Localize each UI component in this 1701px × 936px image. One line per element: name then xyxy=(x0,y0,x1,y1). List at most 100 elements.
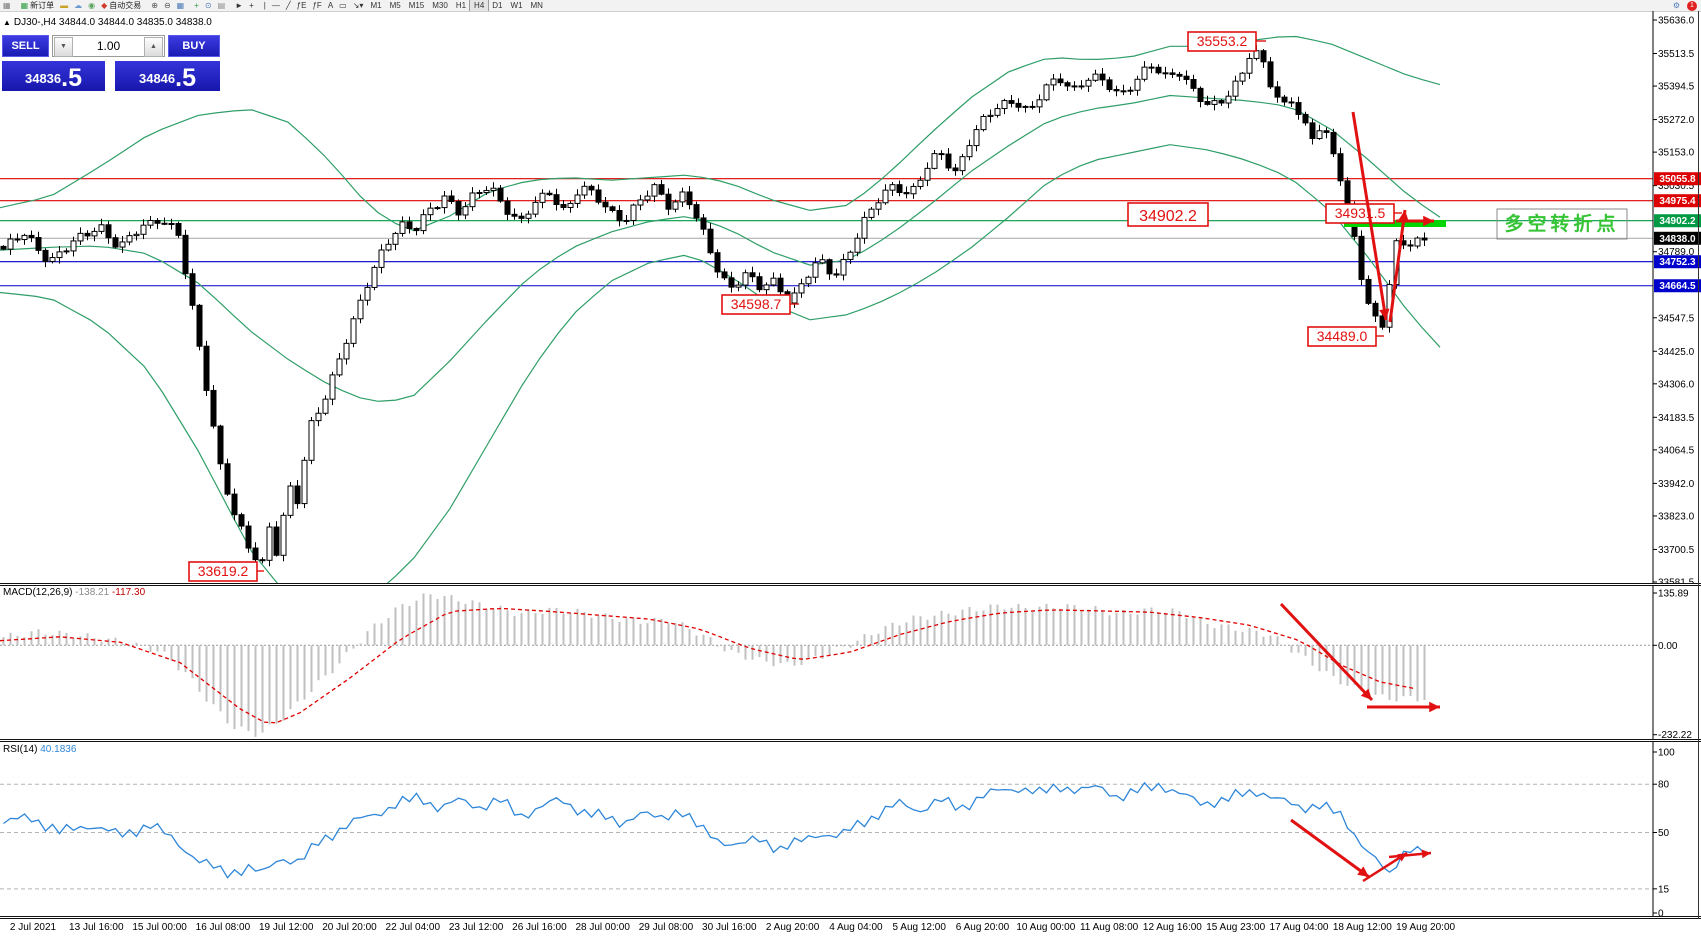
template-icon[interactable]: ▤ xyxy=(215,0,229,11)
panel-separator xyxy=(0,916,1701,919)
autotrade-button[interactable]: ◆ 自动交易 xyxy=(98,0,144,11)
svg-text:50: 50 xyxy=(1658,828,1670,839)
new-order-button-label: 新订单 xyxy=(30,1,55,10)
svg-text:35272.0: 35272.0 xyxy=(1658,115,1695,126)
svg-text:34931.5: 34931.5 xyxy=(1335,205,1386,221)
crosshair-icon[interactable]: + xyxy=(246,0,257,11)
main-toolbar: ▦ ▦ 新订单 ▬ ☁ ◉ ◆ 自动交易 ⊕ ⊖ ▦ + ⊙ ▤ ► + | — ╱ ƒE ƒF A ▭ ↘▾ M1 M5 M15… xyxy=(0,0,1701,12)
symbol-direction-icon: ▲ xyxy=(3,18,11,27)
text-tool-icon: A xyxy=(327,1,334,10)
cursor-icon[interactable]: ► xyxy=(232,0,246,11)
arrows-tool-icon[interactable]: ↘▾ xyxy=(350,0,367,11)
time-label: 13 Jul 16:00 xyxy=(69,922,124,933)
indicators-add-icon[interactable]: + xyxy=(191,0,202,11)
chart-window-icon: ▦ xyxy=(3,1,11,10)
buy-button[interactable]: BUY xyxy=(168,35,220,57)
sell-price[interactable]: 34836.5 xyxy=(2,61,105,91)
text-tool-icon[interactable]: A xyxy=(325,0,336,11)
new-order-button: ▦ xyxy=(20,1,29,10)
timeframe-m30-button[interactable]: M30 xyxy=(432,1,448,10)
svg-text:35553.2: 35553.2 xyxy=(1197,33,1248,49)
chart-window-icon[interactable]: ▦ xyxy=(0,0,14,11)
tile-windows-icon: ▦ xyxy=(176,1,185,10)
sell-price-pips: .5 xyxy=(61,64,82,92)
sell-price-main: 34836 xyxy=(24,71,62,86)
fibo-f-icon[interactable]: ƒF xyxy=(309,0,324,11)
cloud-icon[interactable]: ☁ xyxy=(71,0,85,11)
signal-icon[interactable]: ◉ xyxy=(85,0,98,11)
timeframe-m15-button[interactable]: M15 xyxy=(408,1,425,10)
price-callout-34931.5[interactable]: 34931.5 xyxy=(1325,203,1402,224)
time-label: 30 Jul 16:00 xyxy=(702,922,757,933)
buy-price-pips: .5 xyxy=(175,64,196,92)
timeframe-mn-button[interactable]: MN xyxy=(530,1,543,10)
zoom-out-icon[interactable]: ⊖ xyxy=(161,0,174,11)
svg-text:135.89: 135.89 xyxy=(1658,589,1689,600)
time-label: 28 Jul 00:00 xyxy=(575,922,630,933)
price-callout-35553.2[interactable]: 35553.2 xyxy=(1187,31,1266,52)
svg-text:34902.2: 34902.2 xyxy=(1139,208,1197,225)
time-axis[interactable]: 2 Jul 2021 13 Jul 16:00 15 Jul 00:00 16 Jul… xyxy=(0,919,1701,936)
macd-signal-value: -117.30 xyxy=(111,587,146,598)
buy-price[interactable]: 34846.5 xyxy=(115,61,220,91)
svg-text:34902.2: 34902.2 xyxy=(1659,216,1696,227)
timeframe-w1-button[interactable]: W1 xyxy=(510,1,523,10)
notification-badge[interactable]: 1 xyxy=(1687,0,1697,11)
svg-text:33942.0: 33942.0 xyxy=(1658,479,1695,490)
cloud-icon: ☁ xyxy=(74,1,83,10)
timeframe-m5-button[interactable]: M5 xyxy=(389,1,401,10)
gold-icon: ▬ xyxy=(60,1,69,10)
timeframe-h1-button[interactable]: H1 xyxy=(455,1,467,10)
new-order-button[interactable]: ▦ 新订单 xyxy=(18,0,58,11)
rectangle-tool-icon[interactable]: ▭ xyxy=(336,0,350,11)
gold-icon[interactable]: ▬ xyxy=(57,0,71,11)
volume-box: ▼ 1.00 ▲ xyxy=(52,35,165,57)
sell-button[interactable]: SELL xyxy=(2,35,49,57)
macd-indicator-label: MACD(12,26,9) -138.21 -117.30 xyxy=(3,587,146,598)
vertical-line-icon[interactable]: | xyxy=(261,0,269,11)
svg-text:0.00: 0.00 xyxy=(1658,641,1678,652)
zoom-in-icon: ⊕ xyxy=(151,1,158,10)
volume-input[interactable]: 1.00 xyxy=(96,39,121,53)
svg-text:34752.3: 34752.3 xyxy=(1659,257,1696,268)
price-callout-34902.2[interactable]: 34902.2 xyxy=(1127,202,1209,227)
pivot-note-box[interactable] xyxy=(1496,208,1628,240)
time-label: 6 Aug 20:00 xyxy=(955,922,1010,933)
trendline-icon[interactable]: ╱ xyxy=(283,0,294,11)
rectangle-tool-icon: ▭ xyxy=(339,1,347,10)
symbol-ohlc-text: DJ30-,H4 34844.0 34844.0 34835.0 34838.0 xyxy=(13,17,212,28)
svg-text:35153.0: 35153.0 xyxy=(1658,148,1695,159)
tile-windows-icon[interactable]: ▦ xyxy=(174,0,188,11)
zoom-out-icon: ⊖ xyxy=(163,1,171,10)
time-label: 12 Aug 16:00 xyxy=(1142,922,1202,933)
signal-icon: ◉ xyxy=(88,1,96,10)
main-price-chart[interactable]: 35636.0 35513.5 35394.5 35272.0 35153.0 35030… xyxy=(0,11,1701,583)
timeframe-d1-button[interactable]: D1 xyxy=(492,1,503,10)
rsi-panel[interactable]: 100 80 50 15 0 xyxy=(0,742,1701,916)
zoom-in-icon[interactable]: ⊕ xyxy=(148,0,161,11)
volume-increase-button[interactable]: ▲ xyxy=(144,37,163,57)
panel-separator[interactable] xyxy=(0,583,1701,586)
svg-text:34183.5: 34183.5 xyxy=(1658,413,1695,424)
svg-text:34547.5: 34547.5 xyxy=(1658,313,1695,324)
timeframe-h4-button[interactable]: H4 xyxy=(469,0,490,11)
time-label: 19 Aug 20:00 xyxy=(1396,922,1456,933)
price-callout-34489.0[interactable]: 34489.0 xyxy=(1307,326,1384,347)
time-label: 16 Jul 08:00 xyxy=(195,922,251,933)
macd-panel[interactable]: 135.89 0.00 -232.22 xyxy=(0,586,1701,739)
price-callout-34598.7[interactable]: 34598.7 xyxy=(721,294,799,315)
horizontal-line-icon[interactable]: — xyxy=(269,0,283,11)
time-label: 2 Aug 20:00 xyxy=(765,922,820,933)
rsi-indicator-label: RSI(14) 40.1836 xyxy=(3,744,77,755)
time-label: 18 Aug 12:00 xyxy=(1332,922,1392,933)
period-clock-icon[interactable]: ⊙ xyxy=(202,0,215,11)
svg-text:34425.0: 34425.0 xyxy=(1658,347,1695,358)
panel-separator[interactable] xyxy=(0,739,1701,742)
fibo-e-icon[interactable]: ƒE xyxy=(294,0,310,11)
price-callout-33619.2[interactable]: 33619.2 xyxy=(188,561,264,582)
volume-decrease-button[interactable]: ▼ xyxy=(54,37,73,57)
period-clock-icon: ⊙ xyxy=(204,1,212,10)
timeframe-m1-button[interactable]: M1 xyxy=(370,1,382,10)
svg-text:34838.0: 34838.0 xyxy=(1659,234,1696,245)
settings-gear-icon[interactable]: ⚙ xyxy=(1672,1,1680,10)
